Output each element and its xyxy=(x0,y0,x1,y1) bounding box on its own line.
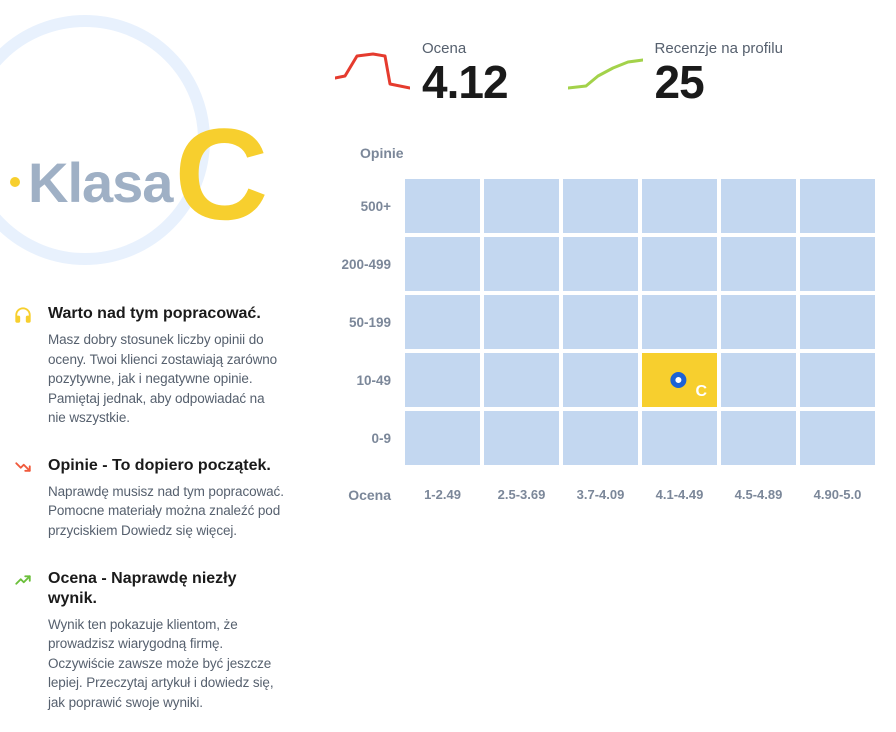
grid-cell xyxy=(484,237,559,291)
grid-cell xyxy=(642,411,717,465)
grid-x-label: 4.90-5.0 xyxy=(800,487,875,503)
grade-dot-icon xyxy=(10,177,20,187)
grid-cell xyxy=(642,237,717,291)
grid-x-label: 4.5-4.89 xyxy=(721,487,796,503)
grid-cell xyxy=(721,353,796,407)
grid-marker-icon xyxy=(670,372,686,388)
grid-cell xyxy=(563,411,638,465)
grid-cell xyxy=(800,353,875,407)
grid-x-title: Ocena xyxy=(335,487,405,503)
tip-item: Warto nad tym popracować. Masz dobry stos… xyxy=(10,304,295,428)
tip-title: Ocena - Naprawdę niezły wynik. xyxy=(48,569,285,609)
grid-marker-label: C xyxy=(695,383,707,401)
headphones-icon xyxy=(14,306,34,428)
grid-cell xyxy=(800,179,875,233)
grid-cell xyxy=(800,237,875,291)
grid-row: 200-499 xyxy=(335,237,876,291)
trend-down-icon xyxy=(14,458,34,541)
grid-row: 10-49 C xyxy=(335,353,876,407)
tip-body: Naprawdę musisz nad tym popracować. Pomo… xyxy=(48,482,285,541)
grid-cell xyxy=(563,179,638,233)
sparkline-ocena-icon xyxy=(335,48,410,98)
grid-cell xyxy=(563,295,638,349)
grid-row: 500+ xyxy=(335,179,876,233)
tip-item: Ocena - Naprawdę niezły wynik. Wynik ten … xyxy=(10,569,295,713)
metric-recenzje-value: 25 xyxy=(655,59,704,105)
sparkline-recenzje-icon xyxy=(568,48,643,98)
grid-cell xyxy=(405,411,480,465)
metric-ocena-value: 4.12 xyxy=(422,59,508,105)
grid-cell-highlight: C xyxy=(642,353,717,407)
tip-body: Masz dobry stosunek liczby opinii do oce… xyxy=(48,330,285,428)
grade-badge: Klasa C xyxy=(10,130,295,234)
grid-y-label: 200-499 xyxy=(335,257,405,272)
metrics-row: Ocena 4.12 Recenzje na profilu 25 xyxy=(335,40,876,105)
tip-item: Opinie - To dopiero początek. Naprawdę mu… xyxy=(10,456,295,541)
grade-label: Klasa xyxy=(28,150,172,215)
grid-y-label: 10-49 xyxy=(335,373,405,388)
grid-cell xyxy=(642,179,717,233)
grid-cell xyxy=(800,411,875,465)
grid-cell xyxy=(721,237,796,291)
grid-x-label: 4.1-4.49 xyxy=(642,487,717,503)
grid-cell xyxy=(405,295,480,349)
grid-cell xyxy=(484,411,559,465)
grid-x-label: 3.7-4.09 xyxy=(563,487,638,503)
grid-y-label: 500+ xyxy=(335,199,405,214)
grid-cell xyxy=(405,237,480,291)
metric-ocena: Ocena 4.12 xyxy=(335,40,508,105)
heatmap-grid: Opinie 500+200-49950-19910-49C0-9 Ocena … xyxy=(335,145,876,503)
grid-cell xyxy=(721,411,796,465)
metric-ocena-label: Ocena xyxy=(422,40,466,57)
tip-body: Wynik ten pokazuje klientom, że prowadzi… xyxy=(48,615,285,713)
grid-cell xyxy=(721,295,796,349)
grade-letter: C xyxy=(174,122,268,226)
grid-cell xyxy=(405,353,480,407)
grid-cell xyxy=(484,295,559,349)
tips-list: Warto nad tym popracować. Masz dobry stos… xyxy=(10,304,295,712)
grid-y-title: Opinie xyxy=(360,145,876,161)
grid-y-label: 0-9 xyxy=(335,431,405,446)
tip-title: Warto nad tym popracować. xyxy=(48,304,285,324)
grid-cell xyxy=(721,179,796,233)
grid-cell xyxy=(405,179,480,233)
tip-title: Opinie - To dopiero początek. xyxy=(48,456,285,476)
grid-cell xyxy=(563,353,638,407)
grid-cell xyxy=(800,295,875,349)
metric-recenzje: Recenzje na profilu 25 xyxy=(568,40,783,105)
grid-cell xyxy=(642,295,717,349)
grid-cell xyxy=(563,237,638,291)
grid-x-label: 1-2.49 xyxy=(405,487,480,503)
grid-cell xyxy=(484,353,559,407)
grid-x-label: 2.5-3.69 xyxy=(484,487,559,503)
grid-cell xyxy=(484,179,559,233)
metric-recenzje-label: Recenzje na profilu xyxy=(655,40,783,57)
grid-row: 50-199 xyxy=(335,295,876,349)
trend-up-icon xyxy=(14,571,34,713)
grid-row: 0-9 xyxy=(335,411,876,465)
grid-y-label: 50-199 xyxy=(335,315,405,330)
